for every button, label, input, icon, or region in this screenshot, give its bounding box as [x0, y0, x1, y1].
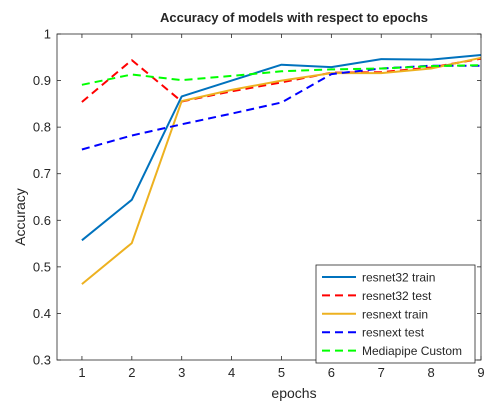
x-tick-label: 2	[128, 365, 135, 380]
y-tick-label: 1	[44, 27, 51, 42]
series-line	[81, 64, 482, 86]
y-tick-label: 0.9	[33, 73, 51, 88]
x-tick-label: 6	[328, 365, 335, 380]
legend: resnet32 train resnet32 test resnext train…	[315, 264, 476, 364]
x-tick-label: 3	[178, 365, 185, 380]
x-tick-label: 5	[278, 365, 285, 380]
legend-label: Mediapipe Custom	[362, 344, 462, 358]
x-tick-label: 9	[477, 365, 484, 380]
x-axis-label: epochs	[271, 385, 316, 401]
axes-layer	[56, 33, 482, 361]
series-line	[81, 54, 482, 242]
x-tick-label: 8	[428, 365, 435, 380]
legend-label: resnext test	[362, 326, 425, 340]
y-tick-label: 0.5	[33, 259, 51, 274]
y-tick-label: 0.8	[33, 120, 51, 135]
series-layer	[81, 54, 482, 285]
axes-box	[56, 33, 482, 361]
series-line	[81, 56, 482, 285]
chart-title: Accuracy of models with respect to epoch…	[160, 10, 428, 25]
x-tick-label: 7	[378, 365, 385, 380]
y-tick-label: 0.6	[33, 213, 51, 228]
y-axis-label: Accuracy	[12, 188, 28, 246]
y-axis-ticks: 0.3 0.4 0.5 0.6 0.7 0.8 0.9 1	[33, 27, 481, 368]
series-line	[81, 64, 481, 151]
y-tick-label: 0.7	[33, 166, 51, 181]
legend-label: resnet32 test	[362, 289, 432, 303]
y-tick-label: 0.3	[33, 353, 51, 368]
legend-label: resnet32 train	[362, 271, 435, 285]
legend-label: resnext train	[362, 307, 428, 321]
x-tick-label: 4	[228, 365, 235, 380]
y-tick-label: 0.4	[33, 306, 51, 321]
x-tick-label: 1	[78, 365, 85, 380]
